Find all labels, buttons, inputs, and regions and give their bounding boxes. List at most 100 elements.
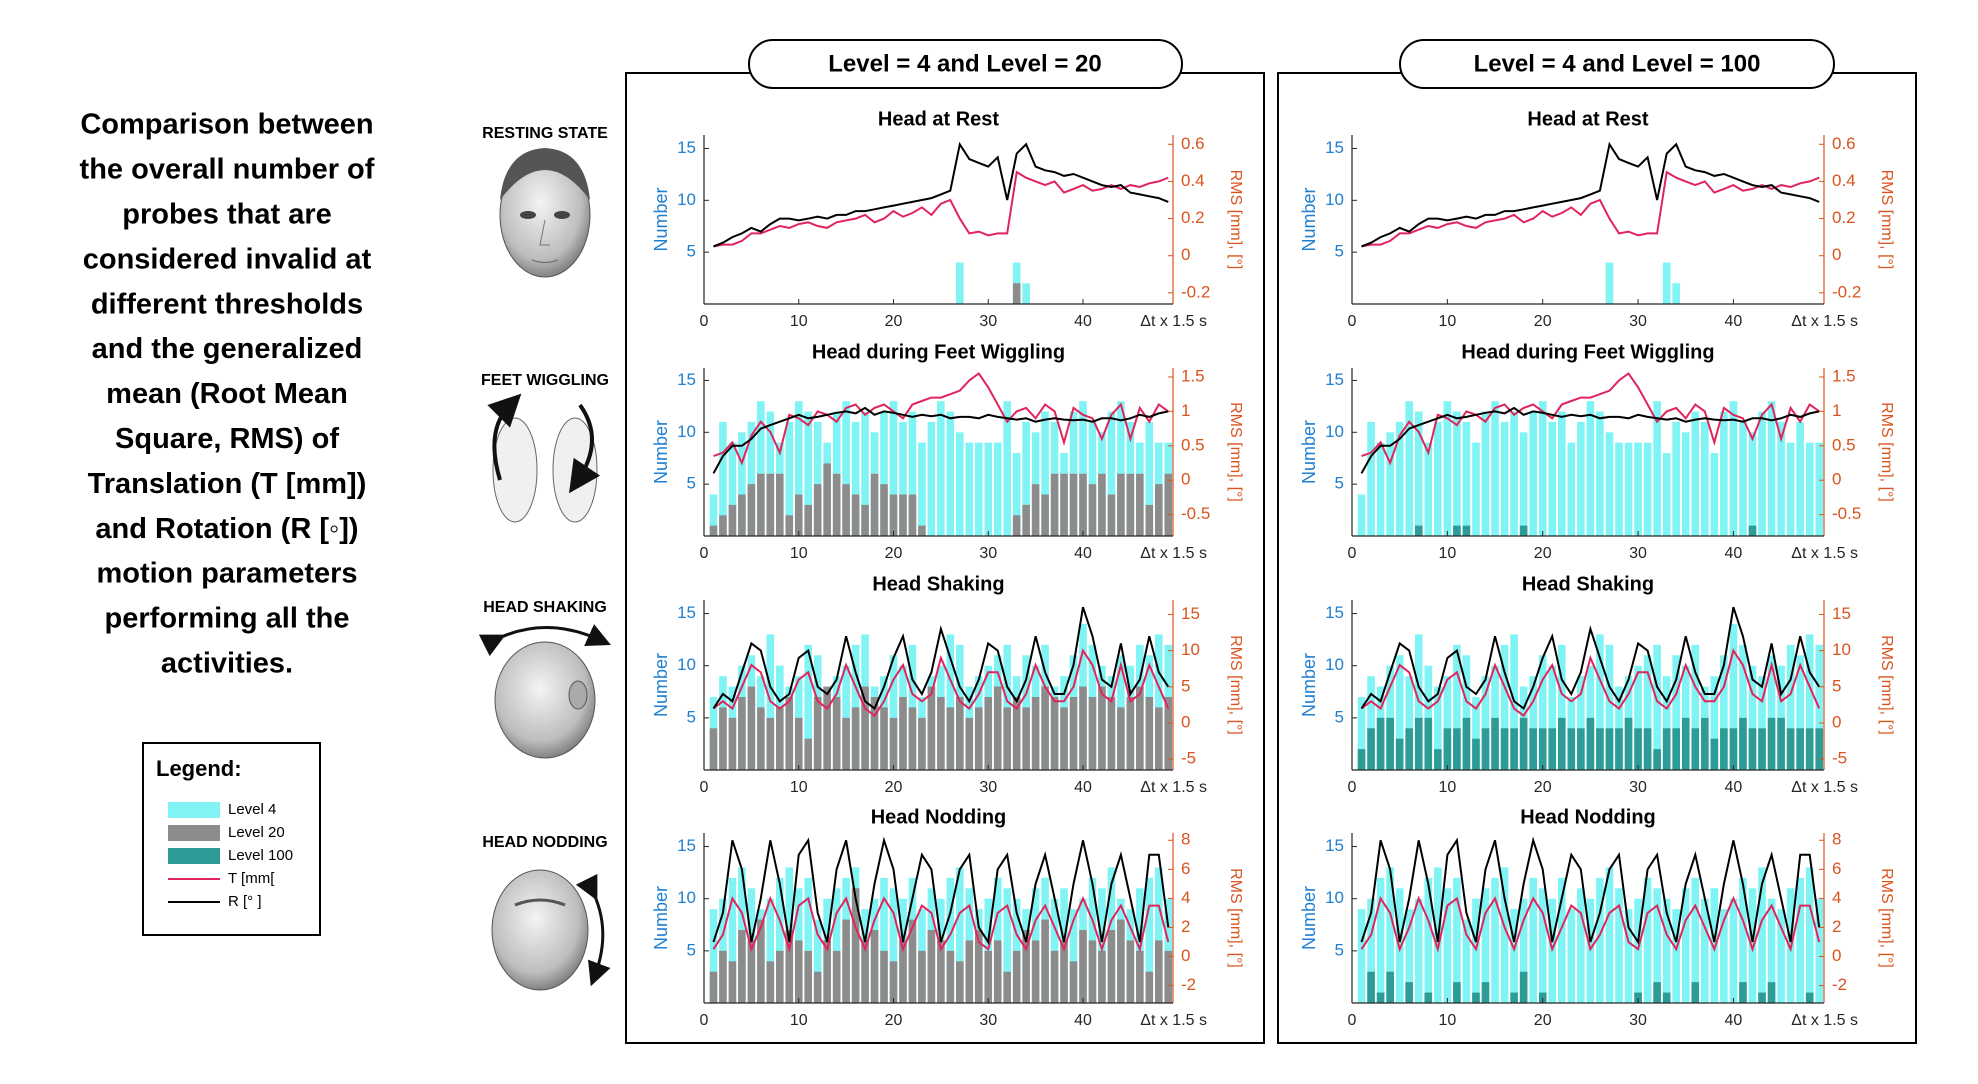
bar [804, 411, 813, 536]
bar [1117, 401, 1125, 536]
bar [1443, 401, 1452, 536]
bar [823, 686, 831, 770]
bar [1376, 992, 1385, 1003]
bar [1729, 623, 1738, 770]
bar [1567, 909, 1576, 1003]
y2-tick-label: 0.5 [1832, 435, 1856, 454]
x-tick-label: 30 [979, 779, 997, 796]
bar [794, 717, 803, 770]
bar [1060, 473, 1068, 536]
x-tick-label: 0 [700, 779, 709, 796]
bar [880, 411, 888, 536]
bar [1367, 728, 1375, 770]
head-rest-icon [499, 148, 591, 278]
bar [1491, 877, 1499, 1003]
bar [813, 919, 822, 1003]
bar [1395, 421, 1404, 536]
bar [984, 442, 993, 536]
bar [1414, 525, 1423, 536]
chart-title: Head at Rest [878, 108, 999, 130]
bar [747, 940, 756, 1003]
line [712, 606, 1170, 711]
y2-axis-label: RMS [mm], [°] [1878, 170, 1895, 270]
bar [1022, 421, 1030, 536]
bar [1710, 676, 1719, 770]
bar [937, 696, 945, 770]
bar [1758, 676, 1766, 770]
bar [1586, 717, 1595, 770]
bar [766, 898, 775, 1003]
head-nodding-icon [491, 869, 611, 991]
y-tick-label: 10 [677, 655, 696, 674]
bar [993, 442, 1002, 536]
bar [1376, 877, 1385, 1003]
bar [899, 940, 907, 1003]
bar [1164, 473, 1173, 536]
bar [1605, 644, 1614, 770]
bar [1643, 442, 1652, 536]
line [713, 170, 1169, 248]
bar [1529, 877, 1537, 1003]
bar [738, 494, 746, 536]
bar [1117, 707, 1125, 770]
x-tick-label: 10 [1438, 1012, 1456, 1029]
x-axis-label: Δt x 1.5 s [1140, 545, 1207, 562]
bar [861, 940, 869, 1003]
bar [1729, 401, 1738, 536]
bar [1453, 525, 1461, 536]
bar [1357, 909, 1366, 1003]
bar [956, 432, 964, 536]
line [712, 406, 1169, 474]
bar [1481, 411, 1490, 536]
chart-title: Head Nodding [871, 806, 1007, 828]
bar [1414, 411, 1423, 536]
y2-tick-label: 0.6 [1181, 134, 1205, 153]
y2-tick-label: 5 [1181, 676, 1190, 695]
chart-title: Head at Rest [1527, 108, 1648, 130]
chart: Head Nodding 0 10 20 30 40 5 10 15 -2 0 2 4 6 8 Δt x 1.… [1299, 806, 1895, 1029]
y-tick-label: 10 [677, 888, 696, 907]
line [1360, 406, 1820, 474]
x-tick-label: 0 [700, 545, 709, 562]
bar [1596, 877, 1604, 1003]
line [1360, 836, 1821, 945]
bar [1739, 717, 1747, 770]
y-tick-label: 5 [1335, 940, 1344, 959]
bar [946, 877, 955, 1003]
bar [804, 504, 813, 536]
bar [1003, 707, 1011, 770]
bar [766, 473, 775, 536]
bar [1634, 992, 1642, 1003]
legend-label: Level 20 [228, 824, 285, 841]
bar [719, 515, 727, 536]
bar [1634, 442, 1642, 536]
bar [757, 401, 765, 536]
y-tick-label: 10 [677, 422, 696, 441]
bar [1367, 421, 1375, 536]
bar [1472, 738, 1480, 770]
bar [1154, 940, 1163, 1003]
bar [918, 525, 926, 536]
bar [1500, 867, 1509, 1003]
bar [851, 421, 860, 536]
bar [1088, 421, 1097, 536]
bar [1586, 401, 1595, 536]
bar [1050, 696, 1059, 770]
bar [1720, 909, 1728, 1003]
bar [946, 634, 955, 770]
bar [1815, 728, 1824, 770]
bar [1653, 401, 1661, 536]
bar [1386, 971, 1394, 1003]
bar [719, 421, 727, 536]
bar [1615, 728, 1623, 770]
bar [1672, 728, 1681, 770]
bar [1491, 401, 1499, 536]
bar [1145, 504, 1154, 536]
bar [956, 867, 964, 1003]
y-tick-label: 15 [677, 603, 696, 622]
bar [1117, 473, 1125, 536]
bar [1376, 717, 1385, 770]
x-tick-label: 20 [885, 1012, 903, 1029]
chart-title: Head Shaking [1522, 573, 1654, 595]
